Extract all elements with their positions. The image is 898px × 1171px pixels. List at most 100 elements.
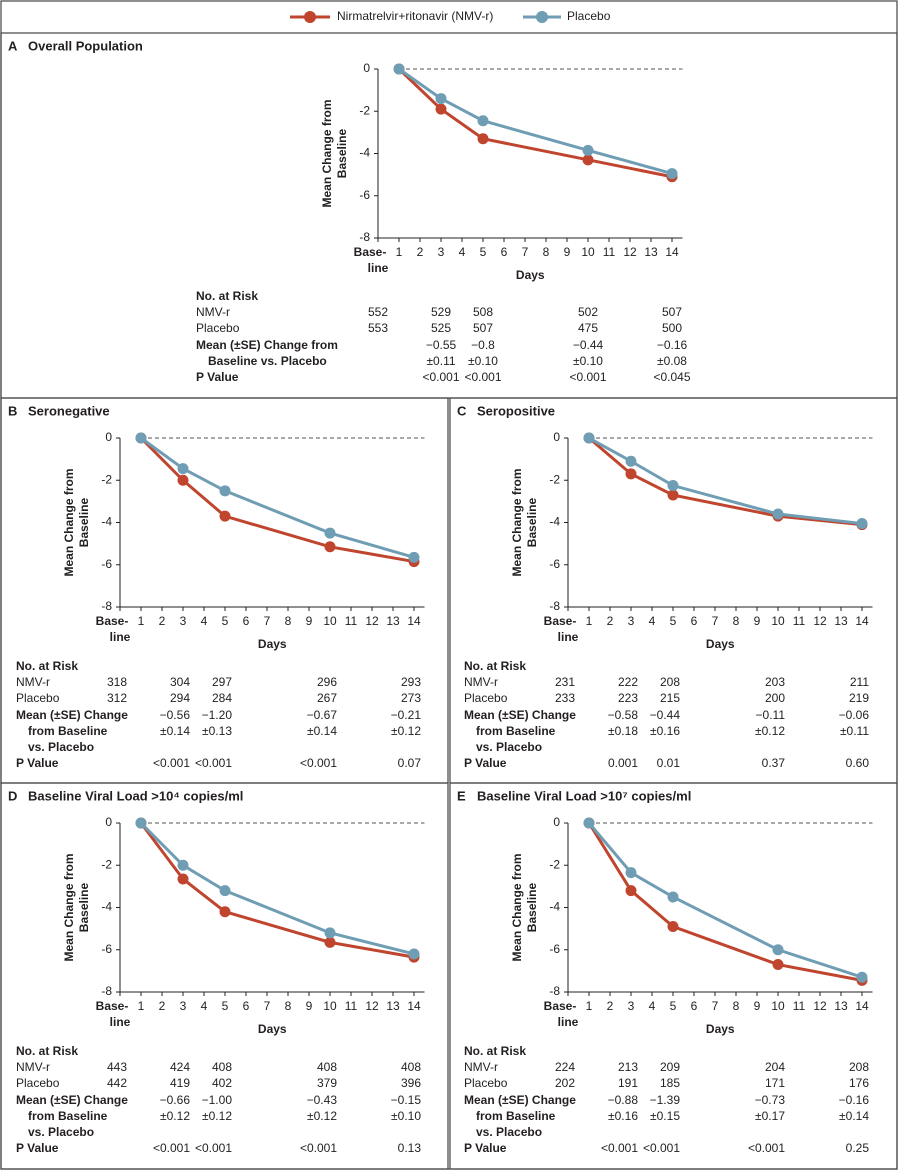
x-tick-label-part: line [110, 1015, 131, 1029]
y-tick-label: 0 [553, 815, 560, 829]
x-tick-label: 14 [407, 614, 421, 628]
p-value-cell: 0.001 [608, 756, 638, 770]
data-point [219, 510, 231, 522]
difference-cell: −0.67 [307, 708, 338, 722]
panel-title: Baseline Viral Load >10⁷ copies/ml [477, 788, 691, 803]
y-axis-label: Mean Change from [62, 853, 76, 961]
x-tick-label: 8 [733, 614, 740, 628]
x-tick-label-part: Base- [544, 614, 577, 628]
x-tick-label: Base-line [354, 245, 389, 275]
y-tick-label: 0 [363, 61, 370, 75]
risk-cell: 318 [107, 675, 127, 689]
y-tick-label: -8 [101, 984, 112, 998]
difference-label: vs. Placebo [476, 740, 542, 754]
panel-title: Baseline Viral Load >10⁴ copies/ml [28, 788, 243, 803]
data-point [625, 885, 637, 897]
x-tick-label: 10 [771, 614, 785, 628]
difference-label: from Baseline [28, 724, 108, 738]
p-value-cell: <0.001 [195, 1141, 232, 1155]
x-tick-label: 12 [813, 999, 827, 1013]
data-point [625, 468, 637, 480]
panel-label: D [8, 788, 17, 803]
data-point [582, 144, 594, 156]
x-tick-label: 9 [564, 245, 571, 259]
difference-cell: −0.66 [160, 1093, 191, 1107]
x-tick-label: 9 [306, 614, 313, 628]
se-cell: ±0.14 [160, 724, 190, 738]
x-axis-label: Days [706, 637, 735, 651]
x-tick-label: 13 [386, 614, 400, 628]
panel-title: Seronegative [28, 403, 110, 418]
data-point [177, 873, 189, 885]
se-cell: ±0.10 [573, 354, 603, 368]
x-tick-label: 7 [522, 245, 529, 259]
difference-cell: −0.16 [839, 1093, 870, 1107]
p-value-cell: <0.001 [300, 1141, 337, 1155]
risk-cell: 552 [368, 305, 388, 319]
y-tick-label: -6 [101, 557, 112, 571]
x-tick-label: 3 [628, 614, 635, 628]
difference-cell: −0.58 [608, 708, 639, 722]
data-point [219, 906, 231, 918]
risk-cell: 185 [660, 1076, 680, 1090]
x-tick-label: 11 [345, 999, 358, 1013]
y-axis-label: Baseline [525, 497, 539, 547]
risk-heading: No. at Risk [196, 289, 258, 303]
se-cell: ±0.13 [202, 724, 232, 738]
x-tick-label: 3 [180, 999, 187, 1013]
x-tick-label: 6 [691, 999, 698, 1013]
difference-cell: −0.16 [657, 338, 688, 352]
x-tick-label: 8 [733, 999, 740, 1013]
data-point [477, 133, 489, 145]
risk-cell: 296 [317, 675, 337, 689]
difference-label: from Baseline [28, 1109, 108, 1123]
x-tick-label-part: line [558, 630, 579, 644]
difference-label: Mean (±SE) Change [464, 1093, 576, 1107]
se-cell: ±0.12 [391, 724, 421, 738]
risk-cell: 215 [660, 691, 680, 705]
data-point [666, 168, 678, 180]
data-point [772, 508, 784, 520]
x-tick-label: 5 [222, 999, 229, 1013]
se-cell: ±0.10 [391, 1109, 421, 1123]
x-axis-label: Days [516, 268, 545, 282]
risk-cell: 208 [660, 675, 680, 689]
difference-cell: −0.55 [426, 338, 457, 352]
risk-heading: No. at Risk [16, 1044, 78, 1058]
panel-title: Overall Population [28, 38, 143, 53]
risk-cell: 222 [618, 675, 638, 689]
difference-cell: −0.8 [471, 338, 495, 352]
p-value-label: P Value [16, 1141, 59, 1155]
risk-cell: 408 [401, 1060, 421, 1074]
difference-cell: −0.11 [756, 708, 786, 722]
data-point [324, 927, 336, 939]
difference-label: Baseline vs. Placebo [208, 354, 327, 368]
risk-cell: 442 [107, 1076, 127, 1090]
difference-label: vs. Placebo [28, 1125, 94, 1139]
risk-cell: 200 [765, 691, 785, 705]
x-tick-label: 14 [665, 245, 679, 259]
difference-cell: −0.06 [839, 708, 870, 722]
p-value-cell: <0.001 [464, 370, 501, 384]
risk-row-label: NMV-r [464, 1060, 498, 1074]
x-tick-label: 6 [691, 614, 698, 628]
data-point [583, 432, 595, 444]
y-tick-label: -8 [549, 599, 560, 613]
y-tick-label: -2 [101, 472, 112, 486]
x-tick-label: 9 [754, 614, 761, 628]
p-value-cell: <0.045 [653, 370, 690, 384]
x-tick-label-part: Base- [96, 614, 129, 628]
p-value-cell: <0.001 [601, 1141, 638, 1155]
x-tick-label: 12 [365, 614, 379, 628]
risk-cell: 211 [850, 675, 869, 689]
difference-label: vs. Placebo [28, 740, 94, 754]
x-tick-label: 2 [159, 614, 166, 628]
y-tick-label: 0 [105, 430, 112, 444]
y-tick-label: -8 [359, 230, 370, 244]
x-tick-label: Base-line [96, 999, 131, 1029]
p-value-cell: 0.37 [762, 756, 786, 770]
risk-cell: 297 [212, 675, 232, 689]
se-cell: ±0.16 [608, 1109, 638, 1123]
difference-label: vs. Placebo [476, 1125, 542, 1139]
